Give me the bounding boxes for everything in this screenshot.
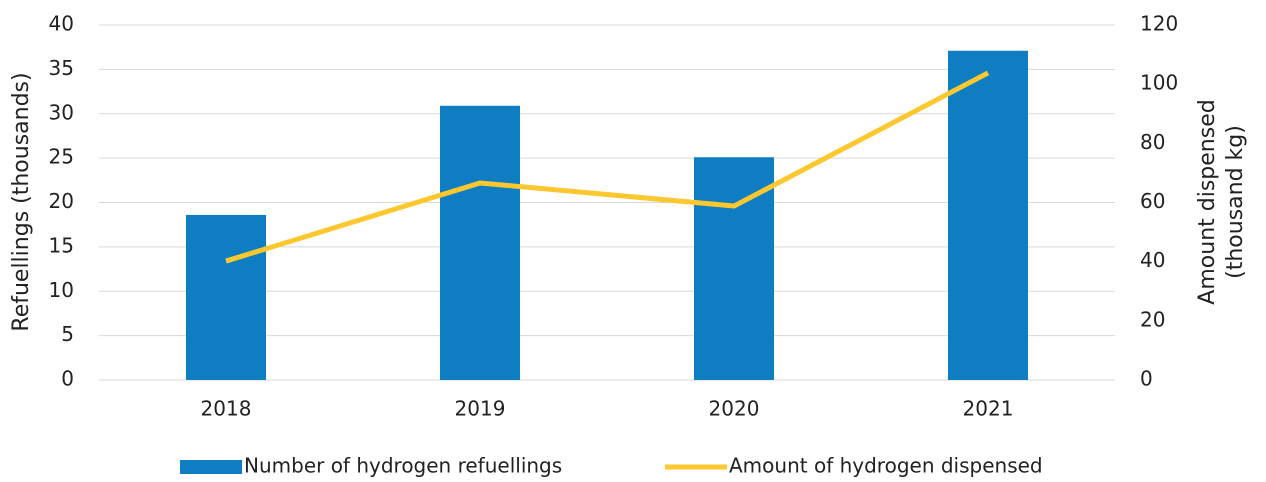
- x-tick-label: 2018: [201, 397, 252, 421]
- x-tick-label: 2019: [455, 397, 506, 421]
- y-tick-label: 20: [49, 189, 74, 213]
- legend-label: Amount of hydrogen dispensed: [729, 454, 1043, 478]
- y-tick-label: 35: [49, 56, 74, 80]
- legend-swatch: [180, 460, 242, 474]
- y2-tick-label: 0: [1140, 367, 1153, 391]
- y2-tick-label: 80: [1140, 130, 1165, 154]
- bar: [186, 214, 266, 380]
- y-tick-label: 15: [49, 233, 74, 257]
- y-tick-label: 0: [61, 367, 74, 391]
- y2-axis-title: (thousand kg): [1223, 125, 1248, 279]
- legend-label: Number of hydrogen refuellings: [244, 454, 562, 478]
- line-series: [225, 70, 990, 264]
- y-axis-title: Refuellings (thousands): [9, 72, 34, 331]
- bar: [440, 105, 520, 380]
- bar: [948, 50, 1028, 381]
- y2-tick-label: 20: [1140, 307, 1165, 331]
- y-tick-label: 10: [49, 278, 74, 302]
- y-tick-label: 25: [49, 145, 74, 169]
- x-tick-label: 2021: [963, 397, 1014, 421]
- x-tick-label: 2020: [709, 397, 760, 421]
- y2-tick-label: 40: [1140, 248, 1165, 272]
- y2-axis-title: Amount dispensed: [1195, 99, 1220, 304]
- y-tick-label: 30: [49, 100, 74, 124]
- y-tick-label: 5: [61, 322, 74, 346]
- y2-tick-label: 100: [1140, 71, 1178, 95]
- y2-tick-label: 120: [1140, 12, 1178, 36]
- y-tick-label: 40: [49, 12, 74, 36]
- y2-tick-label: 60: [1140, 189, 1165, 213]
